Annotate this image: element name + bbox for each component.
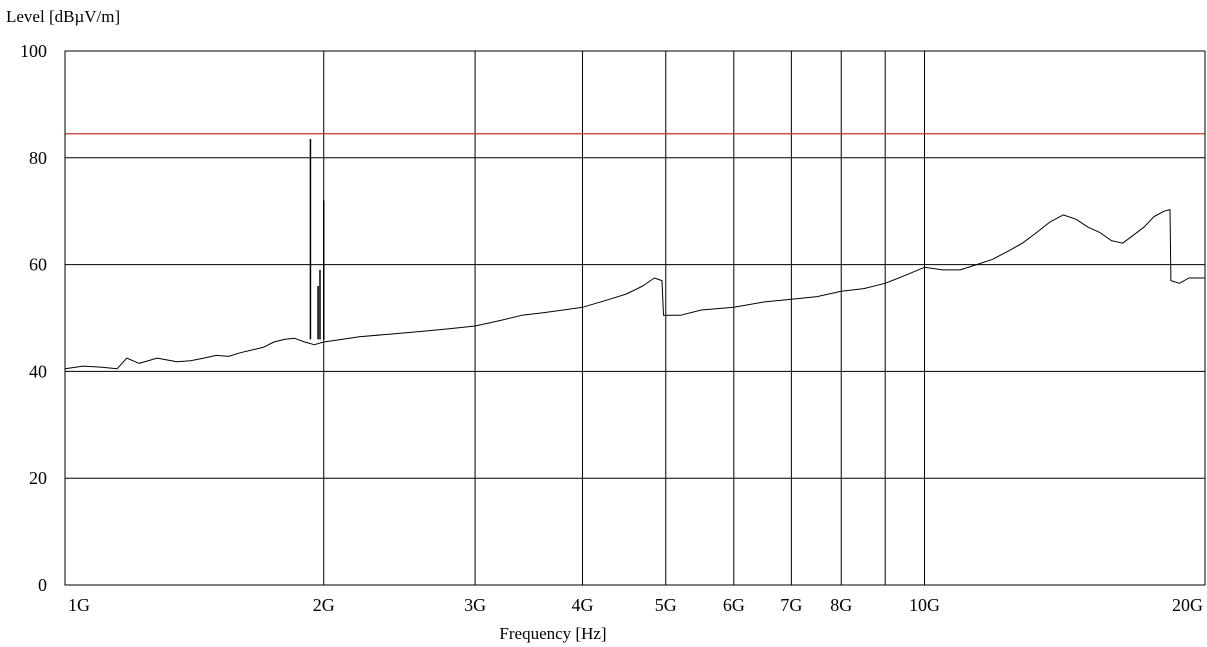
x-tick-labels: 1G 2G 3G 4G 5G 6G 7G 8G 10G 20G	[68, 595, 1203, 615]
x-tick-label: 10G	[909, 595, 940, 615]
y-tick-labels: 0 20 40 60 80 100	[20, 41, 47, 595]
x-tick-label: 1G	[68, 595, 90, 615]
y-tick-label: 100	[20, 41, 47, 61]
x-tick-label: 20G	[1172, 595, 1203, 615]
y-tick-label: 80	[29, 148, 47, 168]
x-tick-label: 8G	[830, 595, 852, 615]
y-tick-label: 60	[29, 255, 47, 275]
x-tick-label: 7G	[780, 595, 802, 615]
y-tick-label: 20	[29, 468, 47, 488]
x-tick-label: 4G	[571, 595, 593, 615]
gridlines	[65, 50, 1205, 586]
x-axis-title: Frequency [Hz]	[499, 624, 606, 643]
y-tick-label: 40	[29, 361, 47, 381]
x-tick-label: 2G	[313, 595, 335, 615]
plot-frame	[64, 50, 1206, 586]
series-trace	[64, 209, 1205, 370]
y-tick-label: 0	[38, 575, 47, 595]
y-axis-title: Level [dBµV/m]	[6, 7, 120, 26]
series-layer	[64, 139, 1205, 370]
x-tick-label: 5G	[655, 595, 677, 615]
x-tick-label: 6G	[723, 595, 745, 615]
x-tick-label: 3G	[464, 595, 486, 615]
